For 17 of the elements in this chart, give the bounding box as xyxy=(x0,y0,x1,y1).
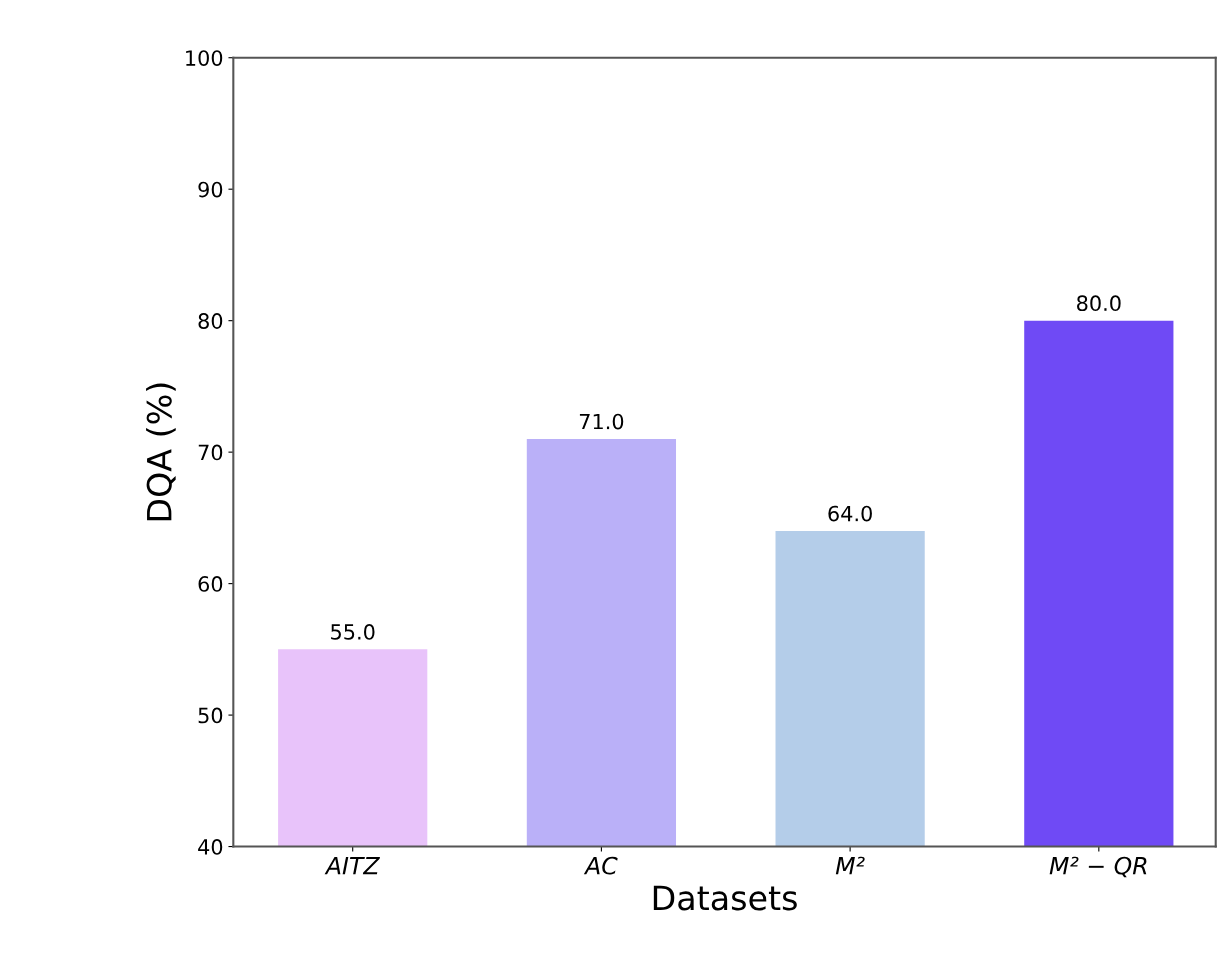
x-tick-label: AITZ xyxy=(324,857,380,875)
y-tick-label: 90 xyxy=(198,181,223,198)
y-tick-label: 70 xyxy=(198,444,223,461)
y-axis-title: DQA (%) xyxy=(146,383,176,521)
data-label: 71.0 xyxy=(579,413,624,430)
x-tick-label: M² − QR xyxy=(1049,856,1147,878)
x-tick-label: M² xyxy=(835,856,865,875)
x-tick-label: AC xyxy=(583,856,618,875)
data-label: 80.0 xyxy=(1077,295,1121,312)
y-tick-label: 50 xyxy=(198,707,223,724)
data-label: 55.0 xyxy=(331,624,375,640)
x-axis-title: Datasets xyxy=(653,885,797,911)
y-tick-label: 40 xyxy=(198,839,223,855)
data-label: 64.0 xyxy=(828,505,872,522)
y-tick-label: 60 xyxy=(198,576,223,592)
y-tick-label: 80 xyxy=(198,313,223,329)
y-tick-label: 100 xyxy=(186,50,223,66)
